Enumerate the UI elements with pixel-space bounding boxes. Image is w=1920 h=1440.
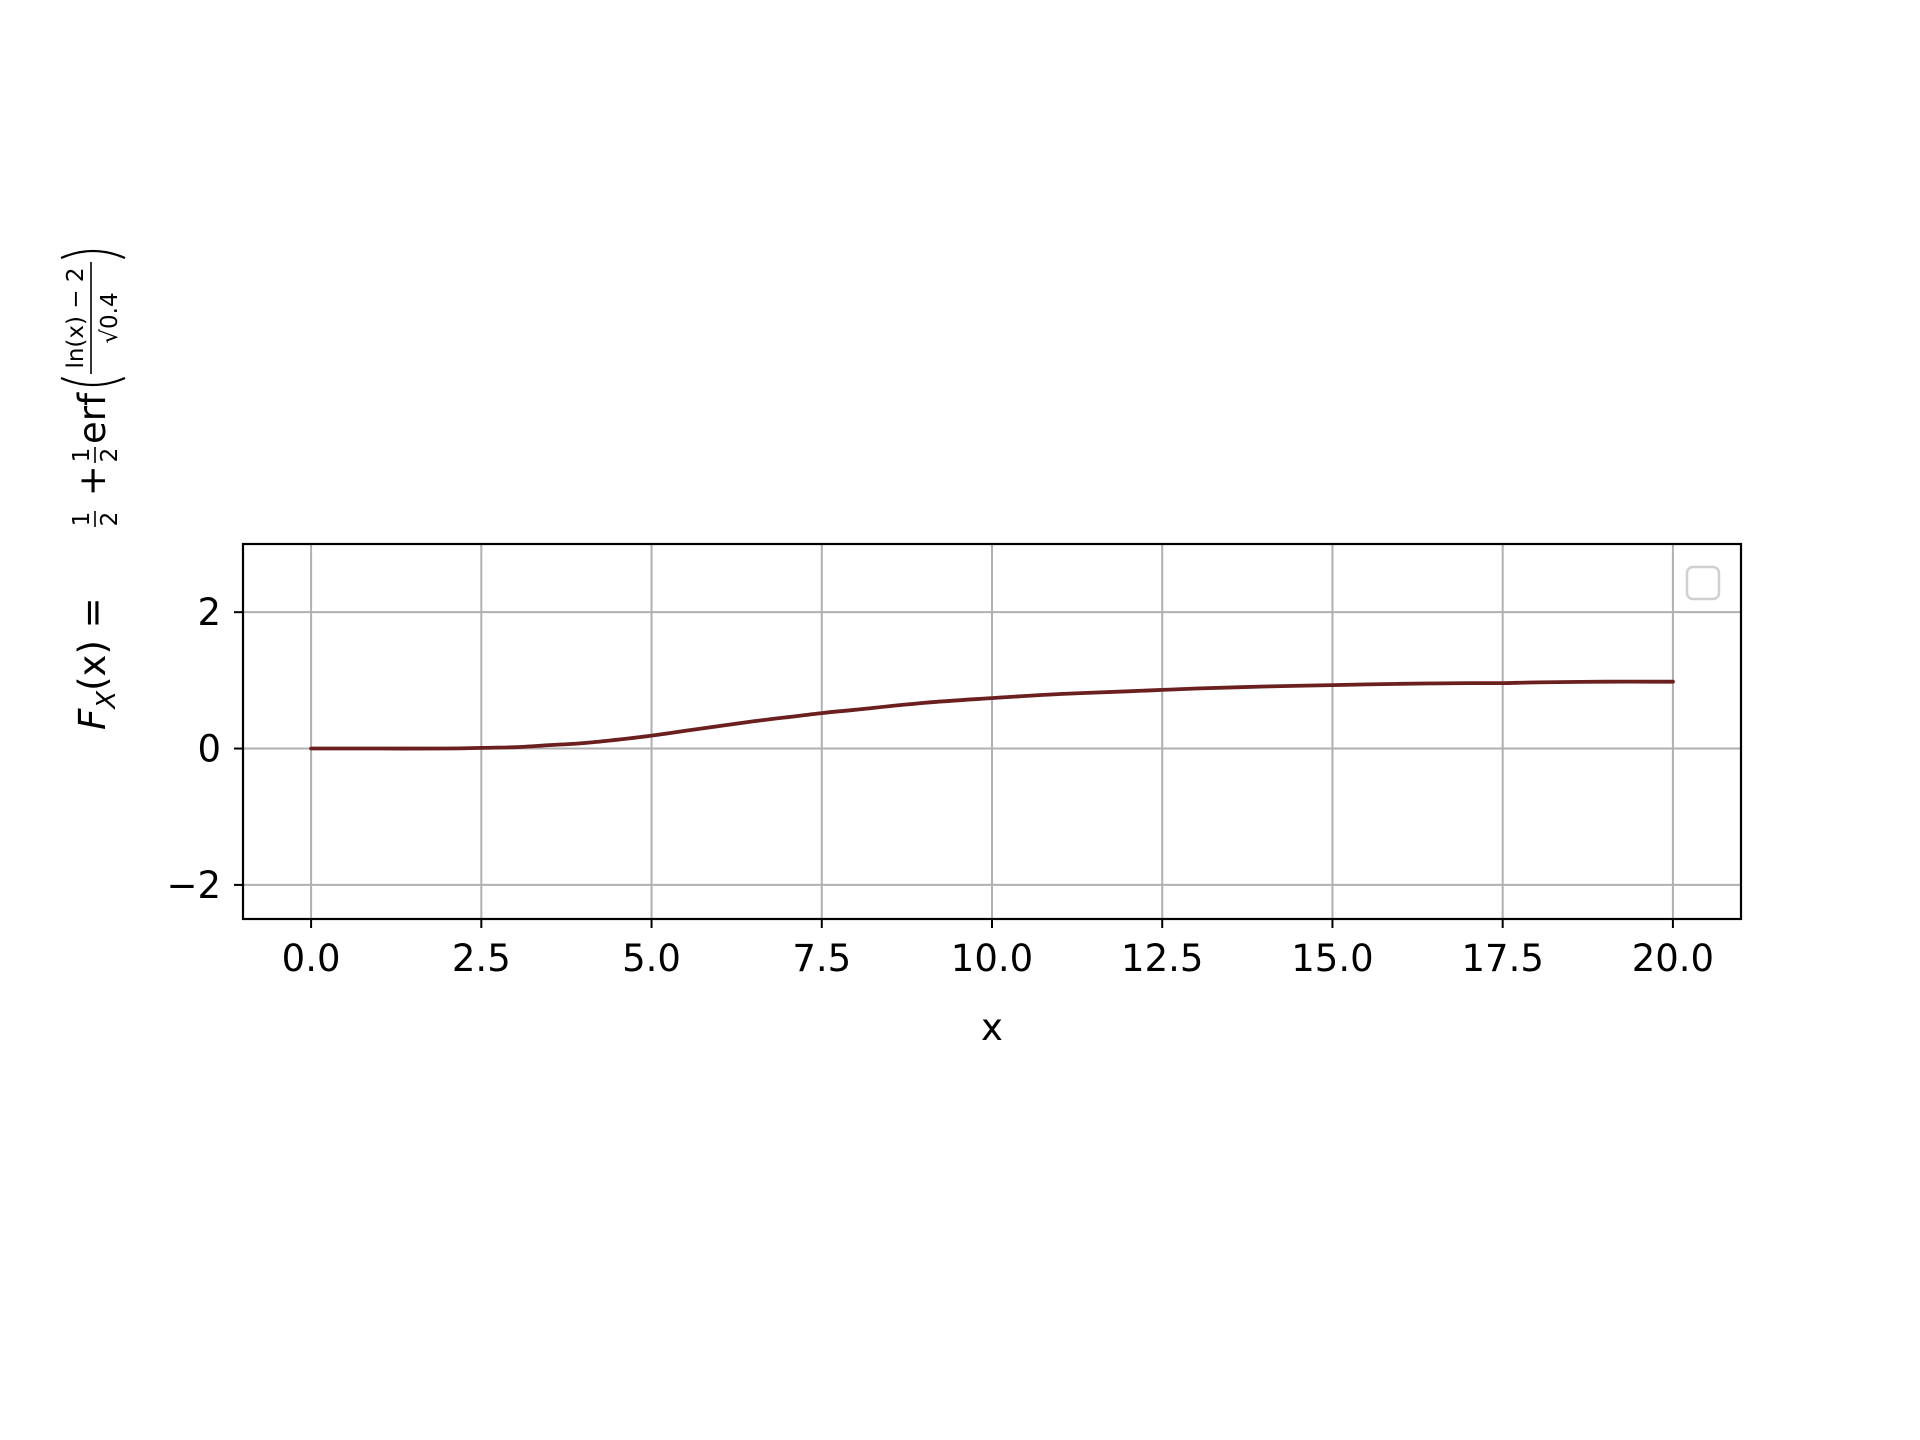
x-axis-label: x	[981, 1006, 1003, 1049]
x-tick-label: 2.5	[452, 937, 511, 980]
svg-text:FX(x) =: FX(x) =	[71, 597, 122, 730]
x-tick-labels: 0.0 2.5 5.0 7.5 10.0 12.5 15.0 17.5 20.0	[282, 937, 1714, 980]
y-axis-label: FX(x) = 1 2 + 1 2 erf ln(x) − 2 √0.4	[60, 249, 126, 730]
y-label-paren-close	[60, 249, 126, 260]
y-label-half-num-1: 1	[69, 512, 95, 527]
y-label-inner-num: ln(x) − 2	[63, 267, 89, 368]
y-tick-label: 2	[197, 591, 221, 634]
y-label-inner-den: √0.4	[97, 292, 123, 343]
y-tick-labels: −2 0 2	[166, 591, 221, 907]
x-tick-label: 17.5	[1461, 937, 1543, 980]
y-tick-label: −2	[166, 864, 221, 907]
series-line	[309, 679, 1675, 751]
x-tick-label: 0.0	[282, 937, 341, 980]
legend-box	[1685, 565, 1721, 601]
y-label-half-num-2: 1	[69, 448, 95, 463]
x-tick-label: 20.0	[1632, 937, 1714, 980]
ticks	[234, 611, 1674, 928]
x-tick-label: 10.0	[951, 937, 1033, 980]
y-label-half-den-2: 2	[97, 448, 123, 463]
y-label-half-den-1: 2	[97, 512, 123, 527]
x-tick-label: 12.5	[1121, 937, 1203, 980]
x-tick-label: 7.5	[792, 937, 851, 980]
y-label-paren-open	[60, 376, 126, 387]
x-tick-label: 15.0	[1291, 937, 1373, 980]
y-label-sub: X	[92, 690, 122, 711]
y-label-erf: erf	[71, 392, 114, 444]
y-tick-label: 0	[197, 728, 221, 771]
y-label-plus: +	[71, 453, 114, 508]
series-layer	[309, 679, 1675, 751]
y-label-arg: (x) =	[71, 597, 114, 691]
x-tick-label: 5.0	[622, 937, 681, 980]
y-label-lhs: F	[71, 708, 114, 730]
